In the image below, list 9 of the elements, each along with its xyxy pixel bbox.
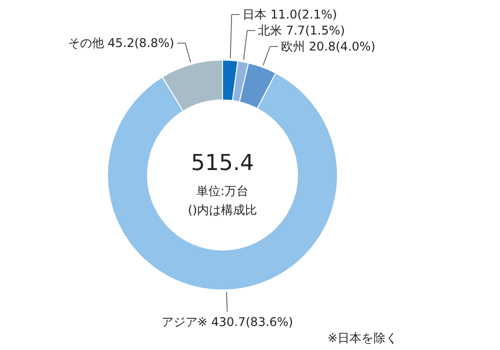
slice-label: アジア※ 430.7(83.6%) [161, 314, 294, 329]
slice-label: その他 45.2(8.8%) [68, 36, 174, 50]
text: 515.4 [191, 151, 254, 176]
text: ()内は構成比 [188, 203, 258, 217]
text: ※日本を除く [327, 331, 398, 345]
slice-label: 欧州 20.8(4.0%) [281, 40, 376, 54]
slice-label: 日本 11.0(2.1%) [242, 8, 338, 22]
text: 単位:万台 [196, 184, 249, 198]
slice-label: 北米 7.7(1.5%) [258, 24, 345, 38]
